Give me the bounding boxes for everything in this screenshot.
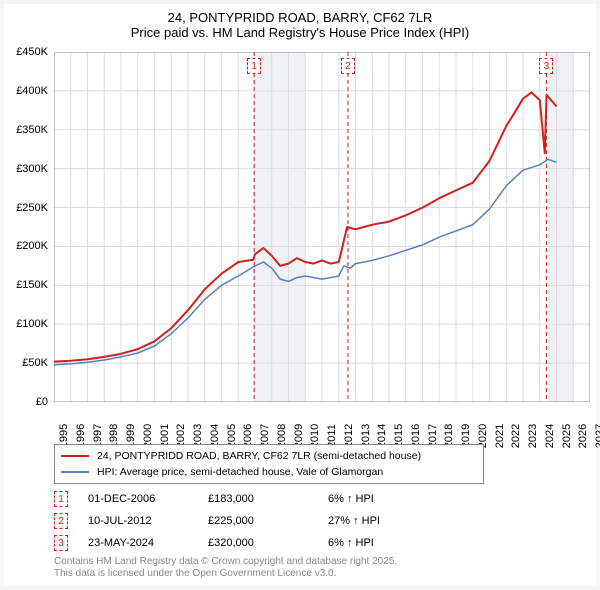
- event-marker-icon: 3: [54, 535, 68, 551]
- y-tick-label: £250K: [16, 202, 48, 214]
- x-axis-labels: 1995199619971998199920002001200220032004…: [54, 404, 590, 444]
- y-tick-label: £350K: [16, 124, 48, 136]
- legend-row: 24, PONTYPRIDD ROAD, BARRY, CF62 7LR (se…: [61, 448, 477, 464]
- chart-inner: 24, PONTYPRIDD ROAD, BARRY, CF62 7LR Pri…: [4, 4, 596, 586]
- event-marker-icon: 2: [54, 513, 68, 529]
- legend-swatch: [61, 471, 89, 473]
- event-date: 10-JUL-2012: [88, 515, 208, 527]
- event-price: £183,000: [208, 493, 328, 505]
- event-marker-1: 1: [247, 58, 261, 74]
- events-table: 101-DEC-2006£183,0006% ↑ HPI210-JUL-2012…: [54, 488, 554, 554]
- y-tick-label: £50K: [22, 357, 48, 369]
- title-subtitle: Price paid vs. HM Land Registry's House …: [4, 25, 596, 40]
- event-pct: 6% ↑ HPI: [328, 537, 448, 549]
- x-tick-label: 2024: [544, 424, 556, 448]
- x-tick-label: 2025: [561, 424, 573, 448]
- footer-line2: This data is licensed under the Open Gov…: [54, 568, 586, 580]
- event-pct: 6% ↑ HPI: [328, 493, 448, 505]
- y-axis-labels: £0£50K£100K£150K£200K£250K£300K£350K£400…: [4, 52, 52, 402]
- x-tick-label: 2027: [594, 424, 600, 448]
- event-row: 2 10-JUL-2012£225,00027% ↑ HPI: [54, 510, 554, 532]
- event-marker-icon: 1: [54, 491, 68, 507]
- legend-row: HPI: Average price, semi-detached house,…: [61, 464, 477, 480]
- x-tick-label: 2022: [510, 424, 522, 448]
- legend-label: HPI: Average price, semi-detached house,…: [97, 466, 383, 478]
- legend-swatch: [61, 455, 89, 457]
- legend-box: 24, PONTYPRIDD ROAD, BARRY, CF62 7LR (se…: [54, 444, 484, 484]
- y-tick-label: £100K: [16, 318, 48, 330]
- title-block: 24, PONTYPRIDD ROAD, BARRY, CF62 7LR Pri…: [4, 4, 596, 42]
- event-price: £320,000: [208, 537, 328, 549]
- event-marker-2: 2: [341, 58, 355, 74]
- y-tick-label: £200K: [16, 240, 48, 252]
- title-address: 24, PONTYPRIDD ROAD, BARRY, CF62 7LR: [4, 10, 596, 25]
- event-marker-3: 3: [539, 58, 553, 74]
- y-tick-label: £300K: [16, 163, 48, 175]
- legend-label: 24, PONTYPRIDD ROAD, BARRY, CF62 7LR (se…: [97, 450, 421, 462]
- event-row: 3 23-MAY-2024£320,0006% ↑ HPI: [54, 532, 554, 554]
- x-tick-label: 2023: [527, 424, 539, 448]
- y-tick-label: £450K: [16, 46, 48, 58]
- y-tick-label: £0: [36, 396, 48, 408]
- footer-attribution: Contains HM Land Registry data © Crown c…: [54, 556, 586, 580]
- event-date: 23-MAY-2024: [88, 537, 208, 549]
- chart-container: 24, PONTYPRIDD ROAD, BARRY, CF62 7LR Pri…: [0, 0, 600, 590]
- event-row: 1 01-DEC-2006£183,0006% ↑ HPI: [54, 488, 554, 510]
- x-tick-label: 2026: [577, 424, 589, 448]
- y-tick-label: £400K: [16, 85, 48, 97]
- y-tick-label: £150K: [16, 279, 48, 291]
- event-price: £225,000: [208, 515, 328, 527]
- event-pct: 27% ↑ HPI: [328, 515, 448, 527]
- event-date: 01-DEC-2006: [88, 493, 208, 505]
- footer-line1: Contains HM Land Registry data © Crown c…: [54, 556, 586, 568]
- plot-svg: [54, 52, 590, 402]
- plot-area: 1 2 3: [54, 52, 590, 402]
- x-tick-label: 2021: [494, 424, 506, 448]
